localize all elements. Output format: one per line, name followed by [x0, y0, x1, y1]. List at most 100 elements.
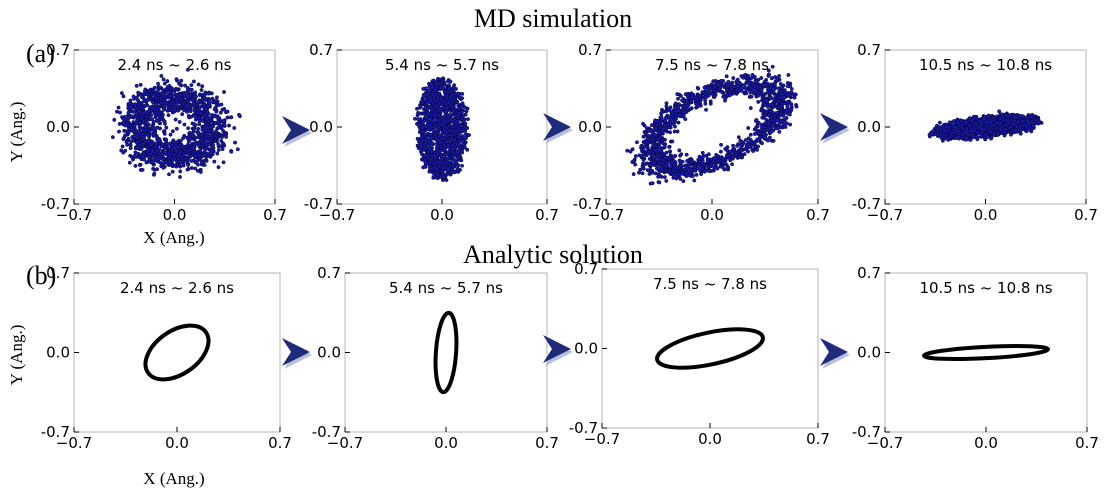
scatter-point	[162, 106, 167, 111]
scatter-point	[698, 97, 703, 102]
scatter-point	[233, 140, 238, 145]
scatter-point	[754, 79, 759, 84]
scatter-point	[214, 134, 219, 139]
scatter-point	[451, 147, 456, 151]
scatter-point	[131, 109, 136, 114]
scatter-point	[216, 148, 221, 152]
scatter-point	[202, 95, 207, 100]
scatter-point	[427, 95, 432, 100]
scatter-point	[930, 132, 935, 137]
scatter-point	[744, 91, 749, 96]
scatter-point	[450, 143, 455, 148]
scatter-point	[464, 109, 469, 114]
x-tick-label: −0.7	[588, 206, 624, 224]
scatter-point	[218, 125, 223, 130]
scatter-point	[178, 164, 183, 169]
scatter-point	[168, 132, 173, 137]
scatter-point	[659, 174, 664, 179]
scatter-point	[447, 86, 451, 91]
scatter-point	[188, 92, 193, 97]
scatter-point	[423, 157, 428, 162]
scatter-point	[667, 149, 672, 154]
scatter-point	[196, 130, 201, 135]
scatter-point	[446, 83, 451, 88]
scatter-point	[448, 79, 453, 84]
scatter-point	[197, 93, 202, 98]
x-tick-label: 0.0	[430, 206, 454, 224]
scatter-point	[759, 106, 764, 111]
scatter-point	[758, 85, 763, 90]
scatter-point	[752, 75, 757, 79]
scatter-point	[130, 155, 134, 159]
scatter-point	[182, 148, 187, 152]
scatter-point	[121, 122, 126, 127]
scatter-point	[448, 128, 453, 133]
scatter-point	[659, 116, 664, 121]
scatter-point	[206, 91, 211, 96]
scatter-point	[986, 114, 991, 119]
scatter-point	[431, 101, 436, 105]
scatter-point	[989, 136, 994, 141]
scatter-point	[997, 109, 1002, 114]
scatter-point	[660, 128, 665, 133]
scatter-point	[221, 160, 226, 165]
scatter-point	[438, 97, 443, 102]
scatter-point	[139, 105, 144, 109]
scatter-point	[152, 126, 157, 131]
scatter-point	[641, 121, 646, 126]
scatter-point	[196, 100, 201, 104]
scatter-point	[180, 154, 184, 159]
scatter-point	[937, 120, 942, 125]
scatter-point	[456, 122, 461, 126]
scatter-point	[135, 111, 140, 116]
scatter-point	[766, 87, 770, 92]
scatter-point	[731, 76, 736, 81]
scatter-point	[653, 148, 658, 153]
scatter-point	[164, 150, 168, 155]
y-tick-label: 0.7	[857, 41, 881, 59]
scatter-point	[112, 117, 117, 122]
x-tick-label: 0.0	[700, 206, 724, 224]
scatter-point	[147, 139, 151, 144]
scatter-point	[430, 141, 435, 146]
scatter-point	[700, 90, 705, 95]
scatter-point	[184, 102, 189, 107]
scatter-point	[656, 167, 661, 171]
scatter-point	[158, 100, 163, 105]
scatter-point	[430, 92, 435, 97]
scatter-point	[678, 176, 683, 181]
scatter-point	[235, 147, 240, 152]
scatter-point	[681, 179, 686, 184]
scatter-point	[663, 155, 667, 160]
scatter-point	[157, 120, 162, 125]
scatter-point	[766, 68, 771, 73]
scatter-point	[175, 100, 180, 105]
panel-time-title: 10.5 ns ~ 10.8 ns	[919, 56, 1052, 74]
scatter-point	[964, 119, 969, 124]
scatter-point	[646, 140, 651, 145]
scatter-point	[718, 149, 723, 154]
scatter-point	[777, 121, 782, 126]
scatter-point	[738, 138, 743, 143]
scatter-point	[770, 123, 775, 128]
scatter-point	[187, 154, 192, 159]
scatter-point	[181, 163, 186, 168]
panel-4: −0.7 0.0 0.70.70.0-0.710.5 ns ~ 10.8 ns	[852, 41, 1098, 224]
scatter-point	[143, 139, 148, 144]
scatter-point	[765, 109, 770, 114]
scatter-point	[769, 115, 773, 120]
scatter-point	[137, 102, 142, 107]
scatter-point	[778, 104, 783, 109]
scatter-point	[225, 109, 230, 114]
scatter-point	[147, 109, 152, 113]
scatter-point	[670, 160, 674, 165]
scatter-point	[165, 79, 170, 84]
scatter-point	[144, 115, 149, 119]
scatter-point	[420, 138, 425, 143]
scatter-point	[442, 175, 447, 180]
panel-2: −0.7 0.0 0.70.70.0-0.75.4 ns ~ 5.7 ns	[304, 41, 559, 224]
scatter-point	[640, 148, 644, 153]
scatter-point	[163, 144, 168, 149]
scatter-point	[203, 147, 208, 152]
scatter-point	[423, 160, 428, 165]
